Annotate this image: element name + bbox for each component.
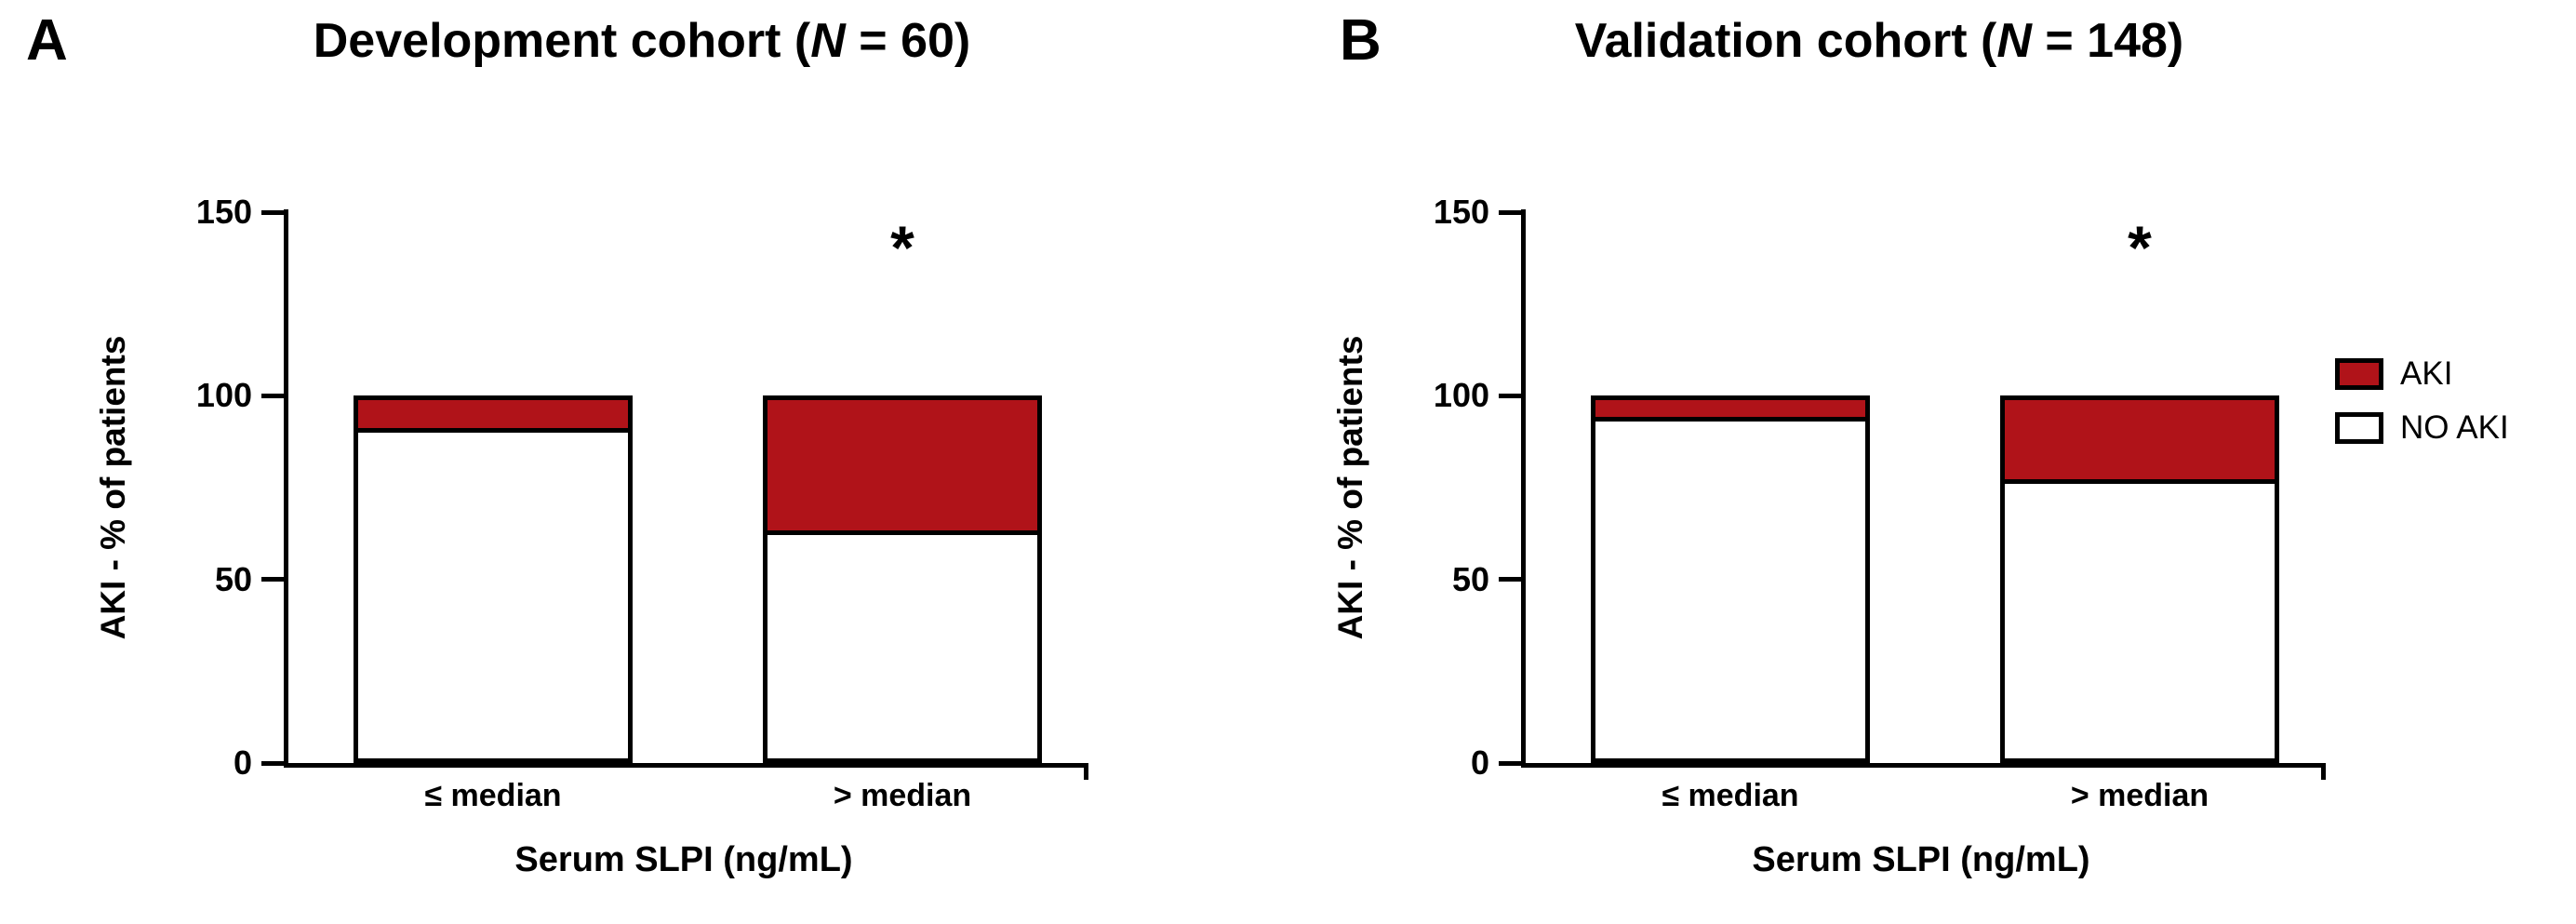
x-axis-end-tick — [1084, 763, 1088, 780]
legend-swatch-no-aki-icon — [2335, 412, 2383, 444]
y-tick-label: 0 — [233, 743, 252, 782]
x-category-label: > median — [833, 778, 972, 813]
panel-b-title-post: = 148) — [2031, 14, 2184, 68]
panel-b-title-n-italic: N — [1996, 14, 2032, 68]
legend: AKI NO AKI — [2335, 355, 2509, 463]
bar-segment-aki — [1595, 400, 1865, 422]
stacked-bar-le-median — [1591, 395, 1870, 763]
panel-a-y-axis-label: AKI - % of patients — [94, 335, 132, 640]
stacked-bar-le-median — [354, 395, 633, 763]
panel-a-title-post: = 60) — [845, 14, 971, 68]
x-axis-line — [284, 763, 1088, 768]
significance-asterisk: * — [890, 213, 914, 282]
y-tick-mark — [261, 209, 284, 215]
y-tick-label: 0 — [1470, 743, 1489, 782]
panel-b-y-axis-label: AKI - % of patients — [1331, 335, 1369, 640]
y-tick-mark — [261, 760, 284, 766]
panel-a-plot-area: 0 50 100 150 ≤ median > median * — [196, 193, 1088, 813]
x-category-label: > median — [2070, 778, 2209, 813]
y-tick-mark — [261, 393, 284, 398]
panel-b-x-axis-title: Serum SLPI (ng/mL) — [1752, 840, 2090, 879]
y-tick-label: 150 — [1433, 193, 1489, 231]
y-tick-label: 100 — [195, 376, 252, 415]
panel-a-title: Development cohort (N = 60) — [177, 13, 1107, 69]
y-tick-label: 150 — [195, 193, 252, 231]
bar-segment-aki — [2005, 400, 2275, 485]
panel-a-title-n-italic: N — [810, 14, 846, 68]
legend-label-aki: AKI — [2400, 355, 2453, 392]
y-axis-line — [1521, 209, 1526, 763]
legend-item-no-aki: NO AKI — [2335, 409, 2509, 447]
panel-b-title: Validation cohort (N = 148) — [1414, 13, 2344, 69]
y-tick-mark — [1499, 577, 1521, 583]
y-axis-line — [284, 209, 288, 763]
bar-segment-aki — [358, 400, 628, 433]
y-tick-mark — [1499, 393, 1521, 398]
x-axis-line — [1521, 763, 2326, 768]
panel-letter-b: B — [1340, 8, 1381, 73]
legend-item-aki: AKI — [2335, 355, 2509, 393]
legend-swatch-aki-icon — [2335, 358, 2383, 390]
significance-asterisk: * — [2128, 213, 2152, 282]
y-tick-label: 50 — [1451, 559, 1489, 598]
x-category-label: ≤ median — [424, 778, 562, 813]
panel-b-plot-area: 0 50 100 150 ≤ median > median * — [1434, 193, 2326, 813]
stacked-bar-gt-median — [763, 395, 1042, 763]
y-tick-label: 100 — [1433, 376, 1489, 415]
bar-segment-aki — [767, 400, 1037, 536]
y-tick-mark — [1499, 209, 1521, 215]
legend-label-no-aki: NO AKI — [2400, 409, 2509, 446]
panel-a-title-pre: Development cohort ( — [313, 14, 811, 68]
panel-b-title-pre: Validation cohort ( — [1574, 14, 1997, 68]
y-tick-mark — [1499, 760, 1521, 766]
panel-a-x-axis-title: Serum SLPI (ng/mL) — [514, 840, 853, 879]
y-tick-label: 50 — [214, 559, 252, 598]
y-tick-mark — [261, 577, 284, 583]
stacked-bar-gt-median — [2000, 395, 2279, 763]
x-axis-end-tick — [2321, 763, 2326, 780]
panel-letter-a: A — [26, 8, 68, 73]
x-category-label: ≤ median — [1662, 778, 1799, 813]
